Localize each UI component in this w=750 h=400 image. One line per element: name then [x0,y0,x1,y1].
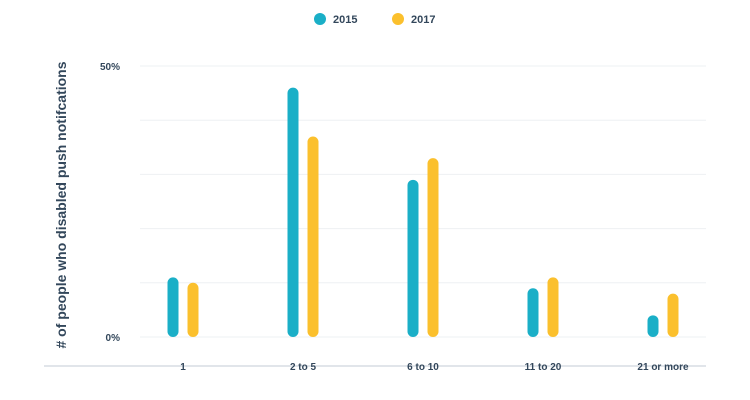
y-axis-title: # of people who disabled push notifcatio… [53,61,69,348]
chart-bars [167,87,679,338]
bar-2015-3[interactable] [527,288,539,337]
legend-item-2015[interactable]: 2015 [314,13,357,26]
y-axis-ticks: 0% 50% [100,62,120,344]
x-axis-ticks: 1 2 to 5 6 to 10 11 to 20 21 or more [180,362,689,373]
bar-2017-1[interactable] [307,136,319,337]
bar-2017-4[interactable] [667,293,679,337]
chart-grid [44,65,706,367]
chart-legend: 2015 2017 [314,13,435,26]
bar-2015-1[interactable] [287,87,299,338]
x-tick-label-1: 2 to 5 [290,362,317,373]
bar-2017-0[interactable] [187,282,199,337]
x-tick-label-2: 6 to 10 [407,362,439,373]
bar-2015-4[interactable] [647,315,659,337]
bar-2017-3[interactable] [547,277,559,337]
bar-2015-2[interactable] [407,179,419,337]
legend-swatch-2015 [314,13,326,25]
y-tick-label-0: 0% [106,333,121,344]
legend-swatch-2017 [392,13,404,25]
bar-2017-2[interactable] [427,158,439,337]
bar-2015-0[interactable] [167,277,179,337]
x-tick-label-4: 21 or more [637,362,689,373]
legend-item-2017[interactable]: 2017 [392,13,435,26]
x-tick-label-0: 1 [180,362,186,373]
legend-label-2017: 2017 [411,14,435,26]
x-tick-label-3: 11 to 20 [525,362,562,373]
legend-label-2015: 2015 [333,14,357,26]
y-tick-label-1: 50% [100,62,120,73]
